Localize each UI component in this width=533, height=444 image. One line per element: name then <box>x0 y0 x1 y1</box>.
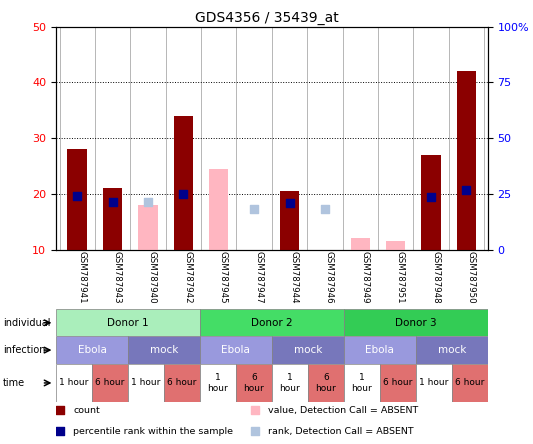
Text: mock: mock <box>438 345 466 355</box>
Text: 6 hour: 6 hour <box>455 378 484 388</box>
Bar <box>128 364 164 402</box>
Text: 6 hour: 6 hour <box>95 378 125 388</box>
Text: GSM787947: GSM787947 <box>254 251 263 303</box>
Bar <box>68 149 87 250</box>
Text: GSM787951: GSM787951 <box>395 251 405 303</box>
Text: Ebola: Ebola <box>365 345 394 355</box>
Text: percentile rank within the sample: percentile rank within the sample <box>73 427 233 436</box>
Text: Ebola: Ebola <box>221 345 251 355</box>
Text: mock: mock <box>150 345 178 355</box>
Text: GSM787942: GSM787942 <box>183 251 192 303</box>
Bar <box>138 205 158 250</box>
Point <box>56 407 64 414</box>
Text: GSM787945: GSM787945 <box>219 251 228 303</box>
Text: GSM787940: GSM787940 <box>148 251 157 303</box>
Point <box>250 206 259 213</box>
Text: Ebola: Ebola <box>77 345 107 355</box>
Point <box>321 206 329 213</box>
Bar <box>344 309 488 336</box>
Text: 1 hour: 1 hour <box>59 378 88 388</box>
Bar <box>272 364 308 402</box>
Point <box>251 407 259 414</box>
Bar <box>422 155 441 250</box>
Point <box>462 187 471 194</box>
Bar <box>457 71 476 250</box>
Bar <box>164 364 200 402</box>
Text: 6
hour: 6 hour <box>316 373 336 392</box>
Bar <box>128 336 200 364</box>
Text: 1
hour: 1 hour <box>351 373 372 392</box>
Point <box>251 428 259 435</box>
Bar <box>386 241 406 250</box>
Bar <box>56 336 128 364</box>
Bar <box>200 364 236 402</box>
Bar <box>344 336 416 364</box>
Text: GSM787950: GSM787950 <box>466 251 475 303</box>
Bar <box>379 364 416 402</box>
Text: GDS4356 / 35439_at: GDS4356 / 35439_at <box>195 11 338 25</box>
Bar <box>351 238 370 250</box>
Bar <box>209 169 229 250</box>
Point <box>285 199 294 206</box>
Text: 1 hour: 1 hour <box>131 378 160 388</box>
Text: mock: mock <box>294 345 322 355</box>
Bar <box>103 188 122 250</box>
Text: 1
hour: 1 hour <box>207 373 228 392</box>
Bar <box>416 364 451 402</box>
Text: rank, Detection Call = ABSENT: rank, Detection Call = ABSENT <box>268 427 413 436</box>
Text: Donor 2: Donor 2 <box>251 318 293 328</box>
Text: infection: infection <box>3 345 45 355</box>
Point <box>73 193 82 200</box>
Bar <box>344 364 379 402</box>
Text: count: count <box>73 406 100 415</box>
Text: GSM787946: GSM787946 <box>325 251 334 303</box>
Text: individual: individual <box>3 318 50 328</box>
Bar <box>56 309 200 336</box>
Point <box>179 190 188 197</box>
Text: time: time <box>3 378 25 388</box>
Point <box>56 428 64 435</box>
Bar <box>416 336 488 364</box>
Point <box>108 198 117 205</box>
Bar <box>174 116 193 250</box>
Text: GSM787944: GSM787944 <box>289 251 298 303</box>
Bar <box>92 364 128 402</box>
Text: value, Detection Call = ABSENT: value, Detection Call = ABSENT <box>268 406 418 415</box>
Bar <box>56 364 92 402</box>
Bar <box>200 309 344 336</box>
Point <box>427 194 435 201</box>
Point <box>144 198 152 205</box>
Bar <box>200 336 272 364</box>
Text: GSM787949: GSM787949 <box>360 251 369 303</box>
Text: Donor 3: Donor 3 <box>395 318 437 328</box>
Text: GSM787943: GSM787943 <box>112 251 122 303</box>
Text: 6 hour: 6 hour <box>167 378 197 388</box>
Bar <box>308 364 344 402</box>
Bar <box>236 364 272 402</box>
Bar <box>272 336 344 364</box>
Bar <box>451 364 488 402</box>
Text: 1
hour: 1 hour <box>279 373 300 392</box>
Text: 1 hour: 1 hour <box>419 378 448 388</box>
Text: 6 hour: 6 hour <box>383 378 413 388</box>
Text: 6
hour: 6 hour <box>244 373 264 392</box>
Text: GSM787948: GSM787948 <box>431 251 440 303</box>
Text: GSM787941: GSM787941 <box>77 251 86 303</box>
Bar <box>280 191 299 250</box>
Text: Donor 1: Donor 1 <box>107 318 149 328</box>
